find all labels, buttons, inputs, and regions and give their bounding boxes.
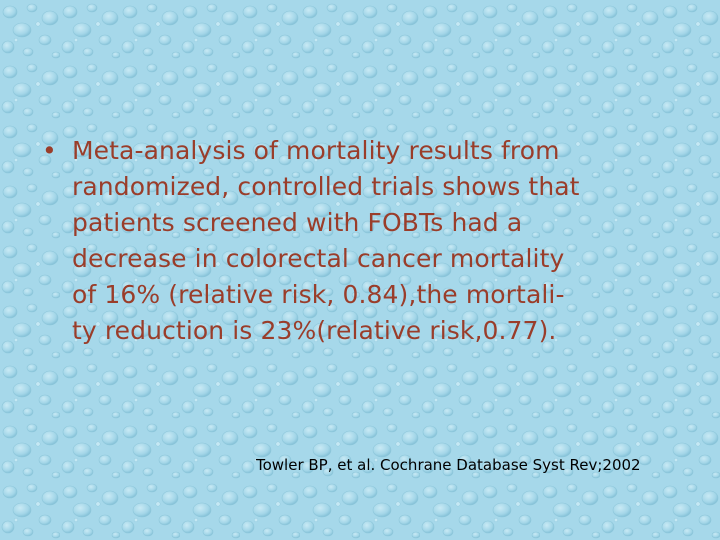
bullet-line: decrease in colorectal cancer mortality (72, 244, 565, 273)
bullet-line: Meta-analysis of mortality results from (72, 136, 560, 165)
bullet-item: • Meta-analysis of mortality results fro… (42, 133, 702, 349)
citation-text: Towler BP, et al. Cochrane Database Syst… (256, 456, 641, 474)
bullet-line: of 16% (relative risk, 0.84),the mortali… (72, 280, 565, 309)
bullet-line: patients screened with FOBTs had a (72, 208, 523, 237)
bullet-line: ty reduction is 23%(relative risk,0.77). (72, 316, 557, 345)
bullet-text-block: • Meta-analysis of mortality results fro… (42, 133, 702, 349)
bullet-dot-icon: • (42, 136, 57, 165)
bullet-lines: Meta-analysis of mortality results from … (72, 133, 580, 349)
bullet-line: randomized, controlled trials shows that (72, 172, 580, 201)
